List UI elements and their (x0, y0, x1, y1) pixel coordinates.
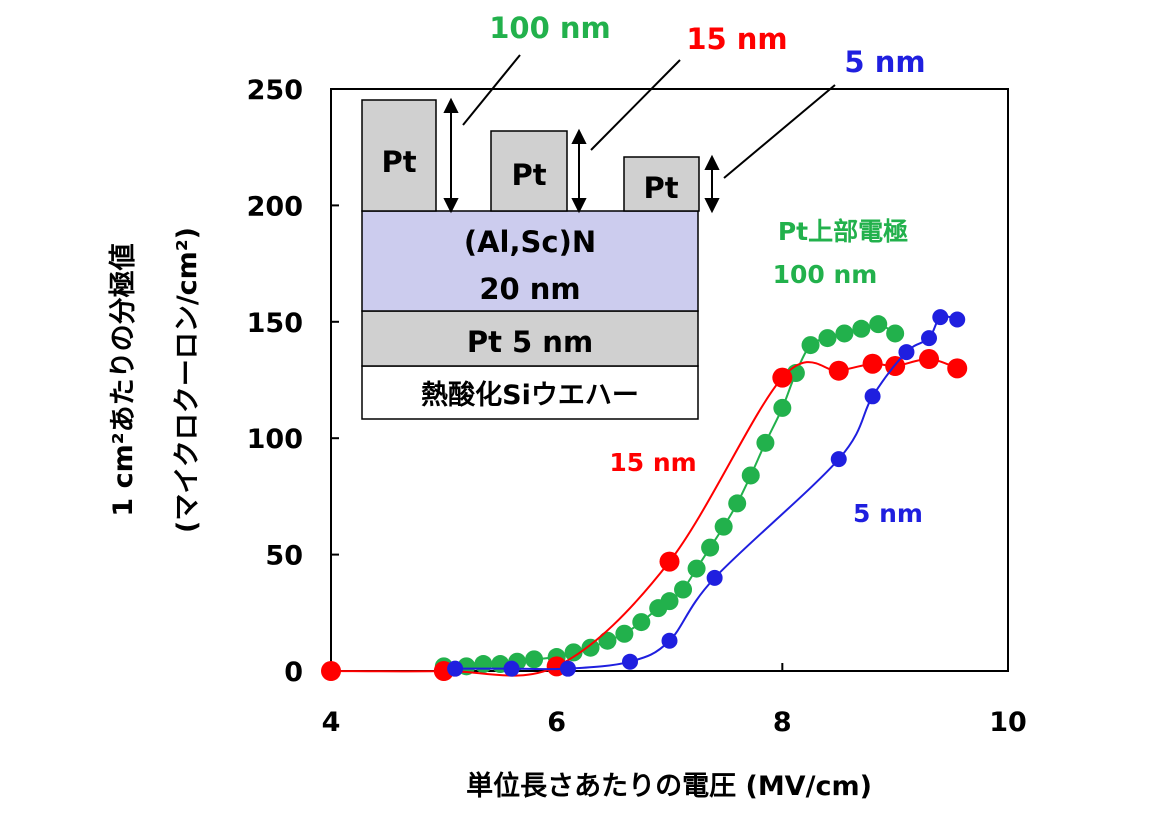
pt-electrode-thin-label: Pt (643, 171, 678, 205)
film-label-line1: (Al,Sc)N (464, 225, 596, 259)
leader-line-15nm (590, 59, 681, 151)
pt-electrode-medium-label: Pt (511, 158, 546, 192)
data-point (828, 360, 849, 381)
data-point (862, 353, 883, 374)
data-point (921, 330, 938, 347)
data-point (830, 451, 847, 468)
bottom-electrode-layer (361, 310, 699, 367)
inset-structure: 熱酸化Siウエハー Pt 5 nm (Al,Sc)N 20 nm Pt Pt P… (361, 54, 836, 420)
data-point (932, 309, 949, 326)
pt-electrode-thick-label: Pt (381, 145, 416, 179)
x-tick-label: 6 (547, 707, 566, 738)
y-axis-label-line2: (マイクロクーロン/cm²) (172, 227, 203, 533)
data-point (632, 613, 651, 632)
data-point (741, 466, 760, 485)
leader-line-5nm (723, 84, 836, 179)
y-axis: 0 50 100 150 200 250 (247, 75, 339, 688)
series-5nm (447, 309, 966, 677)
plot-frame (330, 88, 1009, 672)
annotation-pt-top-line1: Pt上部電極 (778, 217, 908, 246)
y-axis-label-line1: 1 cm²あたりの分極値 (108, 243, 139, 516)
data-point (659, 551, 680, 572)
annotation-100nm-top: 100 nm (489, 11, 611, 45)
data-point (835, 324, 854, 343)
annotation-5nm-curve: 5 nm (853, 499, 923, 528)
x-tick-label: 8 (773, 707, 792, 738)
annotation-pt-top-line2: 100 nm (773, 260, 878, 289)
data-point (864, 388, 881, 405)
film-label-line2: 20 nm (479, 272, 580, 306)
data-point (687, 559, 706, 578)
bottom-electrode-label: Pt 5 nm (467, 325, 593, 359)
leader-line-100nm (462, 54, 521, 126)
x-axis-label: 単位長さあたりの電圧 (MV/cm) (466, 770, 872, 802)
data-point (321, 661, 341, 681)
data-point (714, 517, 733, 536)
data-point (447, 660, 464, 677)
data-point (564, 643, 583, 662)
substrate-layer (361, 365, 699, 420)
data-point (852, 319, 871, 338)
data-point (898, 344, 915, 361)
annotation-5nm-top: 5 nm (844, 45, 925, 79)
data-point (886, 324, 905, 343)
data-point (525, 650, 544, 669)
series-layer (321, 309, 968, 681)
data-point (474, 655, 493, 674)
annotation-15nm-curve: 15 nm (609, 448, 696, 477)
y-tick-label: 50 (265, 541, 303, 572)
data-point (772, 367, 793, 388)
annotation-15nm-top: 15 nm (686, 22, 787, 56)
data-point (559, 660, 576, 677)
pt-electrode-thick (361, 99, 437, 212)
data-point (818, 329, 837, 348)
x-tick-label: 4 (322, 707, 341, 738)
data-point (622, 653, 639, 670)
y-tick-label: 200 (247, 191, 303, 222)
data-point (660, 592, 679, 611)
data-point (503, 660, 520, 677)
alscn-film-layer (361, 210, 699, 312)
data-point (869, 315, 888, 334)
y-tick-label: 100 (247, 424, 303, 455)
data-point (801, 336, 820, 355)
data-point (701, 538, 720, 557)
data-point (947, 358, 968, 379)
y-tick-label: 150 (247, 308, 303, 339)
pt-electrode-thin (623, 156, 700, 212)
data-point (706, 569, 723, 586)
data-point (674, 580, 693, 599)
pt-electrode-medium (490, 130, 568, 212)
data-point (949, 311, 966, 328)
data-point (728, 494, 747, 513)
data-point (615, 624, 634, 643)
y-tick-label: 0 (284, 657, 303, 688)
x-axis: 4 6 8 10 (322, 663, 1027, 738)
substrate-label: 熱酸化Siウエハー (421, 380, 639, 411)
data-point (773, 398, 792, 417)
data-point (598, 631, 617, 650)
data-point (756, 433, 775, 452)
data-point (919, 349, 940, 370)
x-tick-label: 10 (989, 707, 1027, 738)
y-tick-label: 250 (247, 75, 303, 106)
data-point (581, 638, 600, 657)
data-point (661, 632, 678, 649)
